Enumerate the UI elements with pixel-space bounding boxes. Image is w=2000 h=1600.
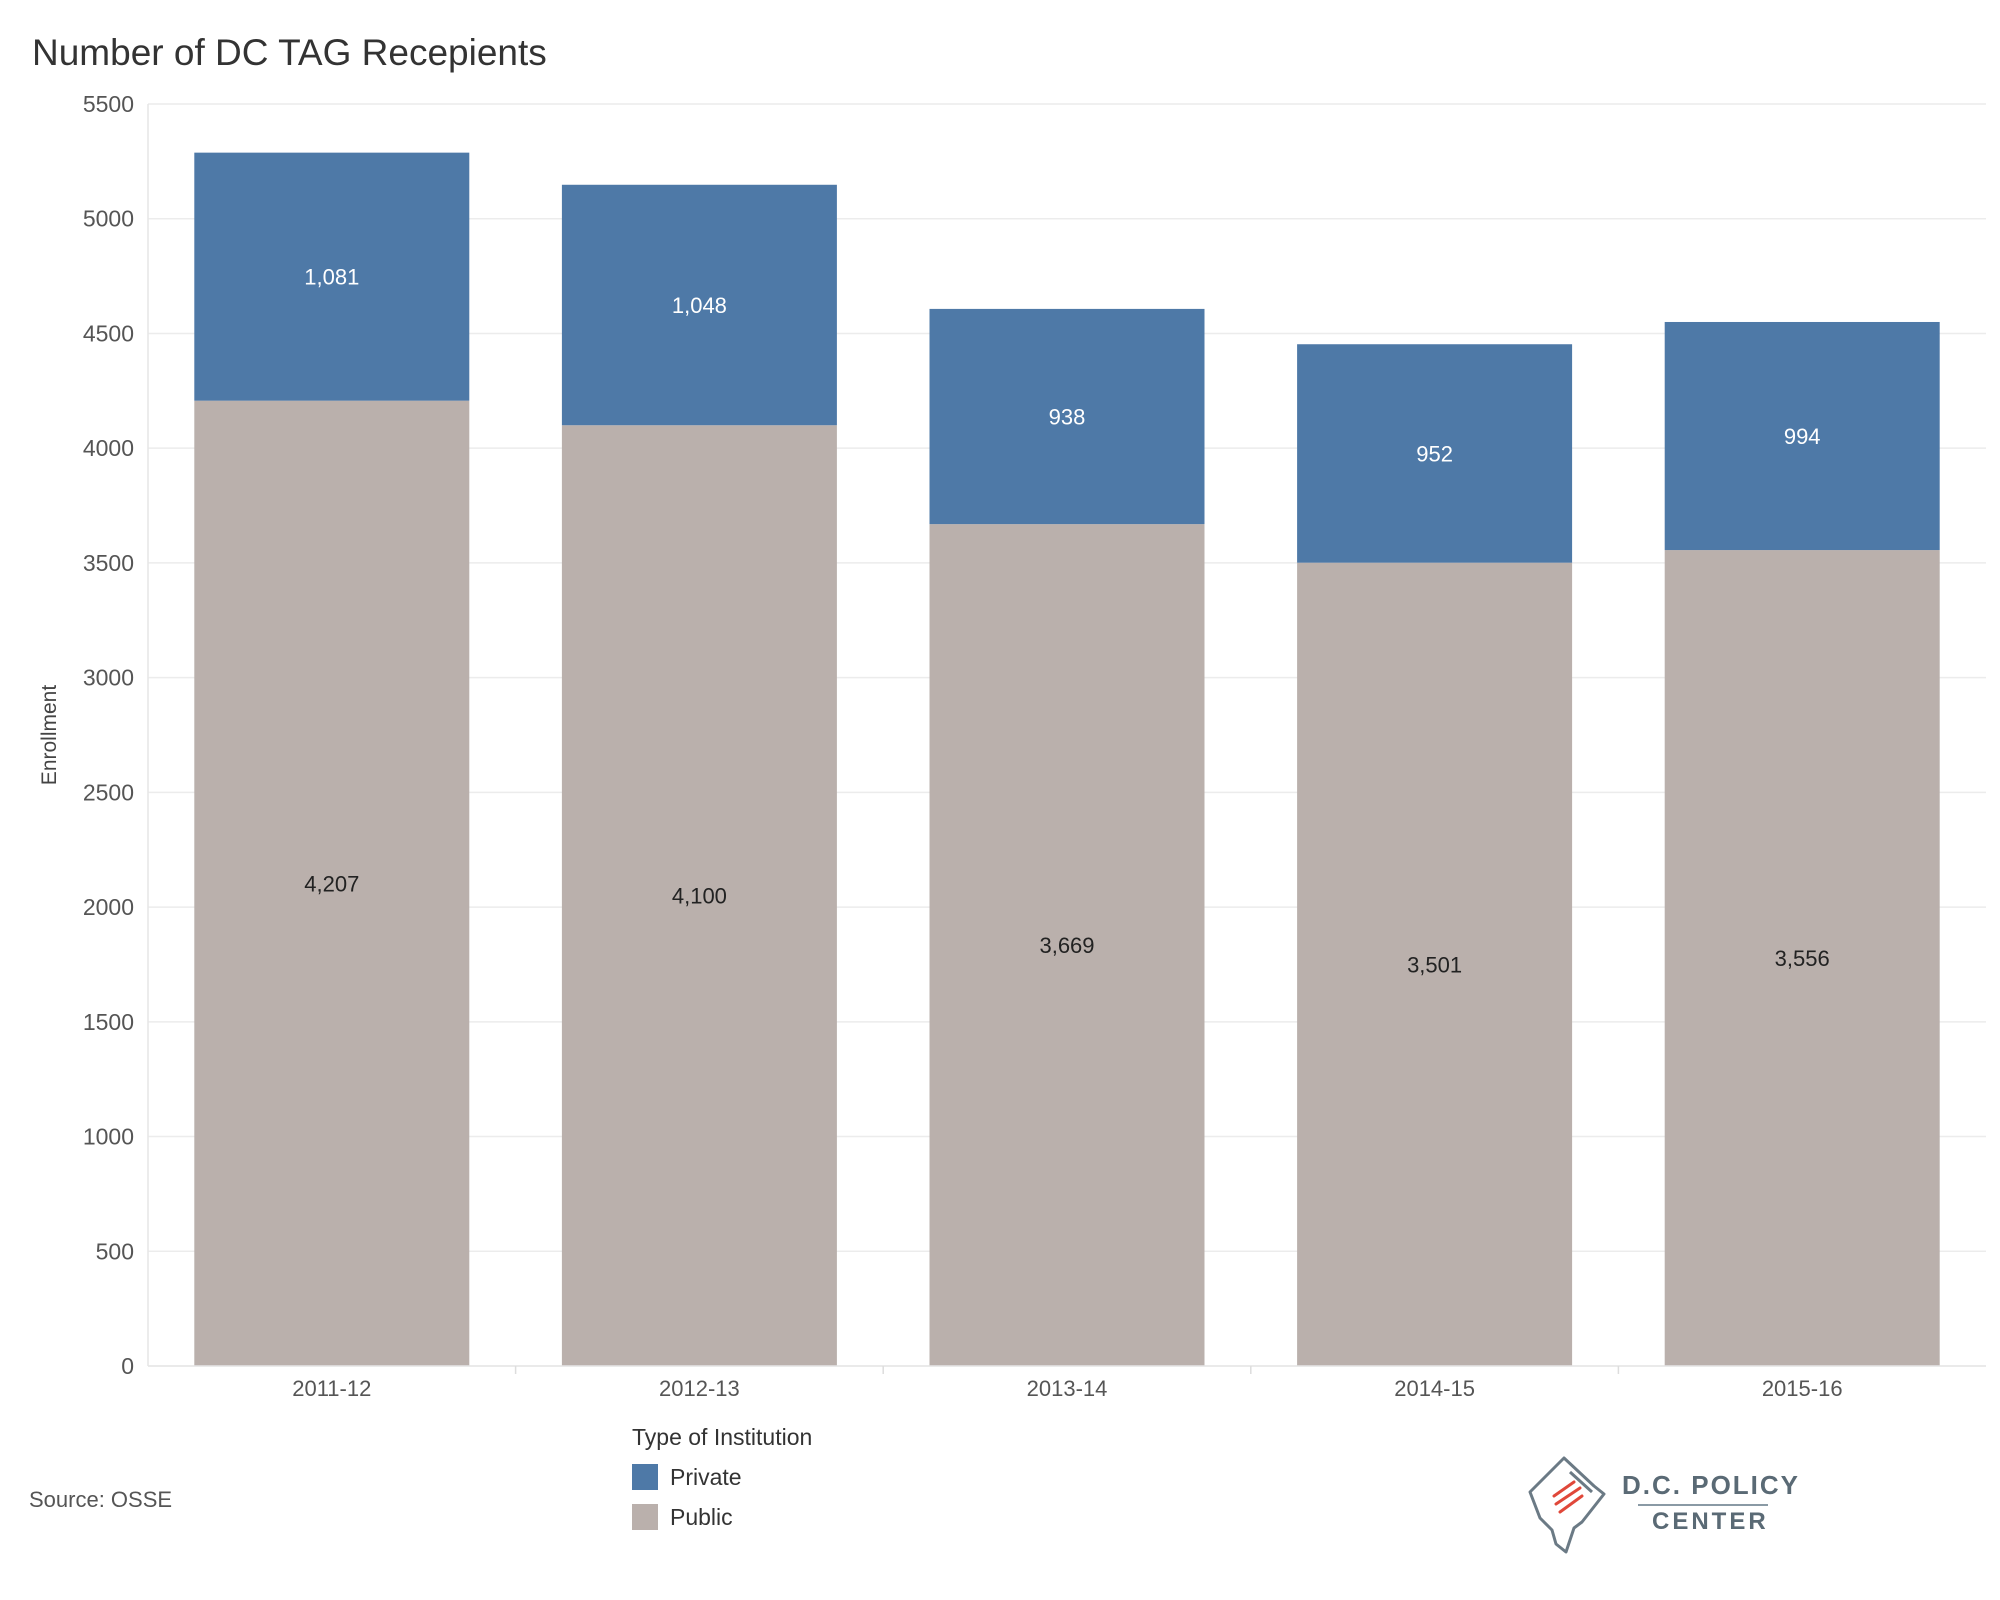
data-label-private: 1,081 [304,265,359,290]
y-tick-label: 3500 [83,550,134,576]
legend-item-public[interactable]: Public [632,1497,812,1537]
chart-plot: 4,207 1,081 4,100 1,048 3,669 938 3,501 952 3,55… [38,91,1986,1401]
bar-public-2012-13 [561,425,837,1367]
y-tick-label: 3000 [83,665,134,691]
y-tick-label: 1500 [83,1009,134,1035]
logo-sub: CENTER [1652,1508,1769,1535]
data-label-public: 3,501 [1407,952,1462,977]
y-tick-label: 5000 [83,206,134,232]
y-tick-label: 0 [121,1353,134,1379]
chart-title: Number of DC TAG Recepients [32,32,547,73]
x-tick-label: 2011-12 [292,1376,371,1401]
y-tick-label: 1000 [83,1124,134,1150]
source-note: Source: OSSE [29,1487,173,1512]
dc-policy-center-logo: D.C. POLICY CENTER [1522,1452,1798,1562]
x-tick-label: 2012-13 [659,1376,740,1401]
legend-title: Type of Institution [632,1424,813,1450]
y-tick-label: 4000 [83,435,134,461]
bar-public-2013-14 [929,524,1205,1366]
data-label-private: 994 [1784,424,1821,449]
y-tick-label: 4500 [83,320,134,346]
legend-swatch-private [632,1464,658,1490]
x-tick-label: 2013-14 [1027,1376,1108,1401]
bar-public-2011-12 [194,400,470,1367]
data-label-public: 4,100 [672,884,727,909]
y-tick-label: 2000 [83,894,134,920]
legend: Type of Institution Private Public [632,1424,812,1537]
bar-private-2013-14 [929,308,1205,525]
data-label-public: 3,669 [1039,933,1094,958]
y-tick-label: 2500 [83,779,134,805]
y-tick-label: 500 [96,1238,134,1264]
data-label-private: 952 [1416,441,1453,466]
x-tick-label: 2014-15 [1394,1376,1475,1401]
y-axis-title: Enrollment [38,685,61,786]
data-label-private: 938 [1049,405,1086,430]
bar-public-2014-15 [1297,562,1573,1366]
legend-label-public: Public [670,1503,733,1530]
data-label-public: 3,556 [1775,946,1830,971]
y-tick-label: 5500 [83,91,134,117]
bar-public-2015-16 [1664,550,1940,1366]
bar-private-2015-16 [1664,321,1940,551]
logo-divider [1638,1504,1768,1506]
bar-private-2011-12 [194,152,470,401]
bar-private-2014-15 [1297,344,1573,563]
x-tick-label: 2015-16 [1762,1376,1843,1401]
logo-name: D.C. POLICY [1622,1470,1801,1500]
legend-swatch-public [632,1504,658,1530]
legend-item-private[interactable]: Private [632,1457,812,1497]
bar-private-2012-13 [561,184,837,426]
data-label-public: 4,207 [304,871,359,896]
legend-label-private: Private [670,1463,742,1490]
data-label-private: 1,048 [672,293,727,318]
dc-map-document-icon [1528,1456,1606,1554]
